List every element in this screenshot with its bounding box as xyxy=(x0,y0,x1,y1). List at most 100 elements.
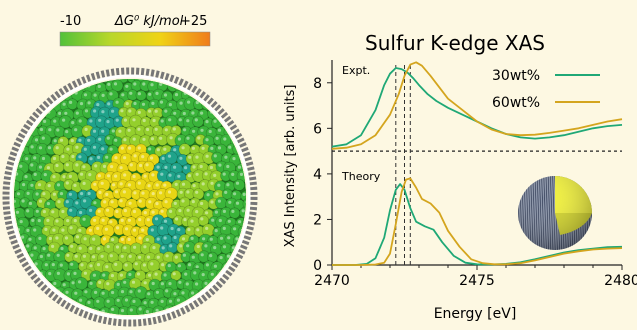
molecule-sphere-highlight xyxy=(14,92,17,97)
molecule-sphere-highlight xyxy=(177,174,181,178)
molecule-sphere-highlight xyxy=(66,272,70,276)
molecule-sphere-highlight xyxy=(209,165,213,170)
meridian-line xyxy=(594,170,597,256)
molecule-sphere-highlight xyxy=(29,110,33,114)
molecule-sphere xyxy=(135,89,147,101)
molecule-sphere-highlight xyxy=(186,119,190,123)
molecule-sphere-highlight xyxy=(133,245,137,249)
y-tick-label: 0 xyxy=(313,258,322,274)
molecule-sphere-highlight xyxy=(74,128,78,132)
molecule-sphere-highlight xyxy=(106,299,110,303)
molecule-sphere-highlight xyxy=(142,82,146,86)
molecule-sphere-highlight xyxy=(111,109,115,113)
molecule-sphere xyxy=(243,79,246,85)
molecule-sphere-highlight xyxy=(217,146,222,150)
molecule-sphere-highlight xyxy=(191,291,195,295)
molecule-sphere-highlight xyxy=(178,118,182,122)
molecule-sphere-highlight xyxy=(240,264,244,268)
molecule-sphere-highlight xyxy=(52,175,56,179)
molecule-sphere-highlight xyxy=(181,291,185,295)
molecule-sphere-highlight xyxy=(80,172,84,176)
molecule-sphere xyxy=(242,90,246,102)
molecule-sphere-highlight xyxy=(173,111,177,115)
molecule-sphere-highlight xyxy=(110,200,114,204)
molecule-sphere-highlight xyxy=(101,291,105,295)
molecule-sphere-highlight xyxy=(114,156,118,160)
molecule-sphere-highlight xyxy=(134,262,138,266)
molecule-sphere-highlight xyxy=(201,146,205,150)
molecule-sphere-highlight xyxy=(146,218,150,222)
molecule-sphere-highlight xyxy=(136,272,141,276)
molecule-sphere-highlight xyxy=(93,109,97,113)
molecule-sphere-highlight xyxy=(163,273,167,277)
molecule-sphere-highlight xyxy=(133,101,137,106)
molecule-sphere-highlight xyxy=(65,130,69,134)
molecule-sphere-highlight xyxy=(68,192,72,196)
molecule-sphere-highlight xyxy=(155,91,159,95)
molecule-sphere xyxy=(215,304,228,315)
molecule-sphere-highlight xyxy=(235,307,239,311)
molecule-sphere xyxy=(14,90,23,103)
molecule-sphere-highlight xyxy=(155,183,159,187)
molecule-sphere xyxy=(233,287,246,299)
molecule-sphere-highlight xyxy=(105,155,109,159)
molecule-sphere-highlight xyxy=(120,237,124,241)
molecule-sphere-highlight xyxy=(241,298,245,302)
molecule-sphere-highlight xyxy=(93,218,97,222)
molecule-sphere-highlight xyxy=(218,91,222,95)
molecule-sphere-highlight xyxy=(132,174,136,179)
molecule-sphere-highlight xyxy=(124,298,129,302)
molecule-sphere-highlight xyxy=(236,289,240,293)
molecule-sphere-highlight xyxy=(232,246,236,250)
molecule-sphere-highlight xyxy=(111,307,115,311)
molecule-sphere-highlight xyxy=(168,173,172,177)
molecule-sphere-highlight xyxy=(78,155,82,159)
molecule-sphere-highlight xyxy=(141,191,145,195)
molecule-sphere-highlight xyxy=(191,111,195,115)
molecule-sphere-highlight xyxy=(183,128,187,132)
molecule-sphere-highlight xyxy=(14,199,16,203)
colorbar: -10 ΔG⁰ kJ/mol +25 xyxy=(59,14,211,47)
molecule-sphere xyxy=(14,270,20,283)
molecule-sphere-highlight xyxy=(185,282,189,286)
molecule-sphere-highlight xyxy=(93,201,97,205)
molecule-sphere-highlight xyxy=(159,82,163,86)
molecule-sphere-highlight xyxy=(178,209,182,213)
molecule-sphere-highlight xyxy=(34,262,38,266)
molecule-sphere-highlight xyxy=(154,272,158,276)
molecule-sphere-highlight xyxy=(160,119,164,123)
molecule-sphere-highlight xyxy=(179,190,183,194)
molecule-sphere-highlight xyxy=(143,245,147,249)
molecule-sphere-highlight xyxy=(222,226,226,230)
molecule-sphere-highlight xyxy=(53,139,57,143)
molecule-sphere-highlight xyxy=(65,309,69,313)
molecule-sphere-highlight xyxy=(173,201,177,205)
molecule-sphere-highlight xyxy=(47,310,51,314)
molecule-sphere-highlight xyxy=(20,109,24,113)
molecule-sphere-highlight xyxy=(169,136,173,140)
molecule-sphere-highlight xyxy=(150,83,154,87)
molecule-sphere-highlight xyxy=(200,217,204,221)
molecule-sphere-highlight xyxy=(105,265,109,269)
molecule-sphere-highlight xyxy=(119,182,123,186)
molecule-sphere-highlight xyxy=(105,192,109,196)
molecule-sphere-highlight xyxy=(195,190,199,194)
molecule-sphere-highlight xyxy=(73,271,77,275)
molecule-sphere-highlight xyxy=(26,228,30,232)
molecule-sphere-highlight xyxy=(132,209,137,214)
molecule-sphere-highlight xyxy=(88,228,92,232)
molecule-sphere-highlight xyxy=(161,246,165,250)
molecule-sphere-highlight xyxy=(186,208,190,212)
molecule-sphere-highlight xyxy=(233,192,237,196)
molecule-sphere-highlight xyxy=(182,75,185,78)
molecule-sphere-highlight xyxy=(19,308,23,312)
molecule-sphere-highlight xyxy=(147,292,151,296)
molecule-sphere-highlight xyxy=(106,245,110,249)
molecule-sphere-highlight xyxy=(228,145,232,149)
molecule-sphere-highlight xyxy=(123,138,127,142)
molecule-sphere-highlight xyxy=(92,145,97,149)
molecule-sphere-highlight xyxy=(192,184,196,188)
molecule-sphere-highlight xyxy=(30,290,34,294)
molecule-sphere-highlight xyxy=(200,111,204,115)
